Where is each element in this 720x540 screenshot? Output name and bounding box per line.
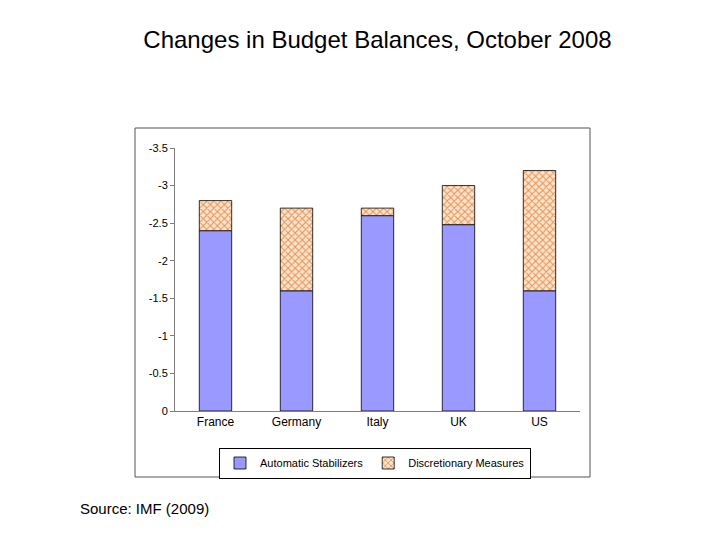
svg-text:-2: -2 bbox=[158, 255, 168, 267]
svg-text:UK: UK bbox=[450, 415, 467, 429]
svg-text:Source: IMF (2009): Source: IMF (2009) bbox=[80, 500, 209, 517]
svg-text:-1.5: -1.5 bbox=[149, 292, 168, 304]
svg-text:Automatic Stabilizers: Automatic Stabilizers bbox=[260, 457, 363, 469]
svg-text:France: France bbox=[197, 415, 235, 429]
svg-text:Germany: Germany bbox=[272, 415, 321, 429]
svg-text:-3.5: -3.5 bbox=[149, 142, 168, 154]
svg-text:-3: -3 bbox=[158, 179, 168, 191]
svg-text:-0.5: -0.5 bbox=[149, 367, 168, 379]
svg-text:-2.5: -2.5 bbox=[149, 217, 168, 229]
svg-text:US: US bbox=[531, 415, 548, 429]
svg-text:Changes in Budget Balances, Oc: Changes in Budget Balances, October 2008 bbox=[143, 26, 611, 53]
svg-text:-1: -1 bbox=[158, 330, 168, 342]
svg-text:Discretionary Measures: Discretionary Measures bbox=[408, 457, 524, 469]
svg-text:0: 0 bbox=[162, 405, 168, 417]
svg-text:Italy: Italy bbox=[366, 415, 388, 429]
